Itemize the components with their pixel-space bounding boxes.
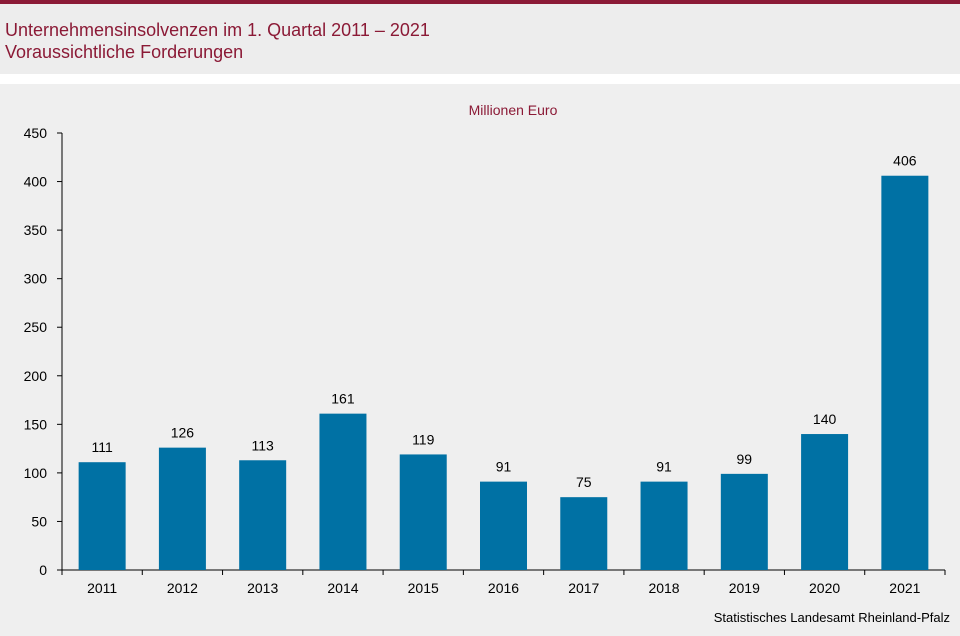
bar (158, 447, 206, 570)
chart-subtitle: Voraussichtliche Forderungen (5, 42, 244, 62)
bar-chart: Millionen Euro 0 50 100 150 200 250 300 350 400 4… (24, 102, 946, 596)
bar-value-label: 161 (331, 391, 355, 407)
y-axis: 0 50 100 150 200 250 300 350 400 450 (24, 125, 63, 578)
y-tick-label: 50 (31, 513, 47, 529)
x-tick-label: 2015 (408, 580, 439, 596)
bar (640, 481, 688, 570)
x-axis: 2011 2012 2013 2014 2015 2016 2017 2018 2019 2020… (61, 569, 946, 596)
bar-value-label: 119 (412, 431, 435, 447)
bar (560, 497, 608, 570)
bar-value-label: 99 (737, 451, 753, 467)
bar (319, 413, 367, 570)
x-tick-label: 2018 (648, 580, 679, 596)
x-tick-label: 2014 (327, 580, 358, 596)
y-tick-label: 150 (24, 416, 48, 432)
unit-label: Millionen Euro (469, 102, 558, 118)
y-tick-label: 250 (24, 319, 48, 335)
x-tick-label: 2012 (167, 580, 198, 596)
bar (399, 454, 447, 570)
header-divider (0, 74, 960, 84)
bar (78, 462, 126, 570)
bar (801, 434, 849, 570)
bar-value-label: 75 (576, 474, 592, 490)
y-tick-label: 0 (39, 562, 47, 578)
y-tick-label: 450 (24, 125, 48, 141)
y-tick-label: 400 (24, 174, 48, 190)
chart-header: Unternehmensinsolvenzen im 1. Quartal 20… (0, 4, 960, 74)
bar-value-label: 91 (656, 459, 672, 475)
y-tick-label: 300 (24, 271, 48, 287)
bar (480, 481, 527, 570)
x-tick-label: 2017 (568, 580, 599, 596)
bar (239, 460, 287, 570)
bars (78, 175, 929, 570)
bar-value-label: 126 (171, 425, 195, 441)
x-tick-label: 2020 (809, 580, 840, 596)
source-note: Statistisches Landesamt Rheinland-Pfalz (713, 610, 950, 625)
bar-value-label: 113 (252, 437, 275, 453)
bar-value-label: 140 (813, 411, 837, 427)
x-tick-label: 2016 (488, 580, 519, 596)
y-tick-label: 100 (24, 465, 48, 481)
chart-area: Millionen Euro 0 50 100 150 200 250 300 350 400 4… (0, 84, 960, 631)
bar-value-label: 406 (893, 153, 917, 169)
x-tick-label: 2013 (247, 580, 278, 596)
top-accent-bar (0, 0, 960, 4)
bar-value-label: 91 (496, 459, 512, 475)
bar (881, 175, 929, 570)
x-tick-label: 2011 (87, 580, 117, 596)
data-labels: 111 126 113 161 119 91 75 91 99 140 406 (91, 153, 916, 490)
x-tick-label: 2021 (889, 580, 920, 596)
bar-value-label: 111 (91, 439, 112, 455)
bar (720, 473, 768, 570)
y-tick-label: 200 (24, 368, 48, 384)
x-tick-label: 2019 (729, 580, 760, 596)
y-tick-label: 350 (24, 222, 48, 238)
chart-title: Unternehmensinsolvenzen im 1. Quartal 20… (5, 20, 430, 40)
